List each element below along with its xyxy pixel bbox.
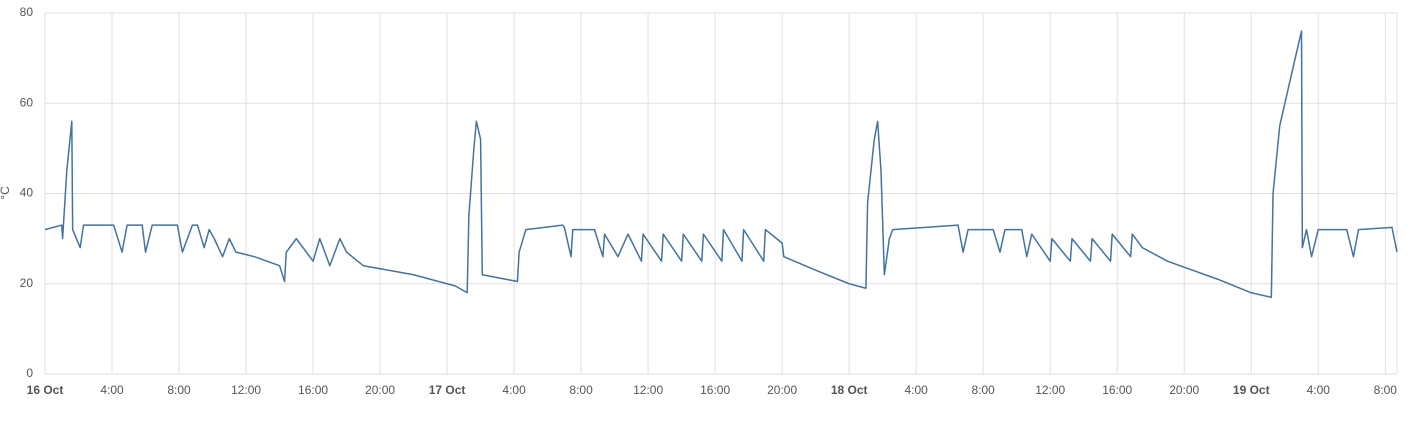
x-tick-label: 16:00 bbox=[298, 383, 328, 397]
x-tick-label: 4:00 bbox=[904, 383, 928, 397]
x-tick-label: 17 Oct bbox=[429, 383, 466, 397]
x-tick-label: 12:00 bbox=[633, 383, 663, 397]
x-tick-label: 16 Oct bbox=[27, 383, 64, 397]
y-tick-label: 20 bbox=[20, 276, 34, 290]
x-tick-label: 8:00 bbox=[167, 383, 191, 397]
x-tick-label: 12:00 bbox=[231, 383, 261, 397]
x-tick-label: 19 Oct bbox=[1233, 383, 1270, 397]
x-tick-label: 20:00 bbox=[365, 383, 395, 397]
x-tick-label: 20:00 bbox=[1169, 383, 1199, 397]
x-tick-label: 20:00 bbox=[767, 383, 797, 397]
x-tick-label: 8:00 bbox=[1374, 383, 1398, 397]
x-tick-label: 16:00 bbox=[700, 383, 730, 397]
x-tick-label: 16:00 bbox=[1102, 383, 1132, 397]
x-tick-label: 4:00 bbox=[100, 383, 124, 397]
line bbox=[44, 30, 1398, 299]
x-tick-label: 18 Oct bbox=[831, 383, 868, 397]
y-axis-label: °C bbox=[0, 186, 12, 200]
x-tick-label: 8:00 bbox=[569, 383, 593, 397]
x-tick-label: 8:00 bbox=[972, 383, 996, 397]
x-tick-label: 4:00 bbox=[1307, 383, 1331, 397]
y-tick-label: 0 bbox=[26, 366, 33, 380]
y-tick-label: 80 bbox=[20, 5, 34, 19]
x-tick-label: 12:00 bbox=[1035, 383, 1065, 397]
y-tick-label: 40 bbox=[20, 186, 34, 200]
y-tick-label: 60 bbox=[20, 95, 34, 109]
x-tick-label: 4:00 bbox=[502, 383, 526, 397]
